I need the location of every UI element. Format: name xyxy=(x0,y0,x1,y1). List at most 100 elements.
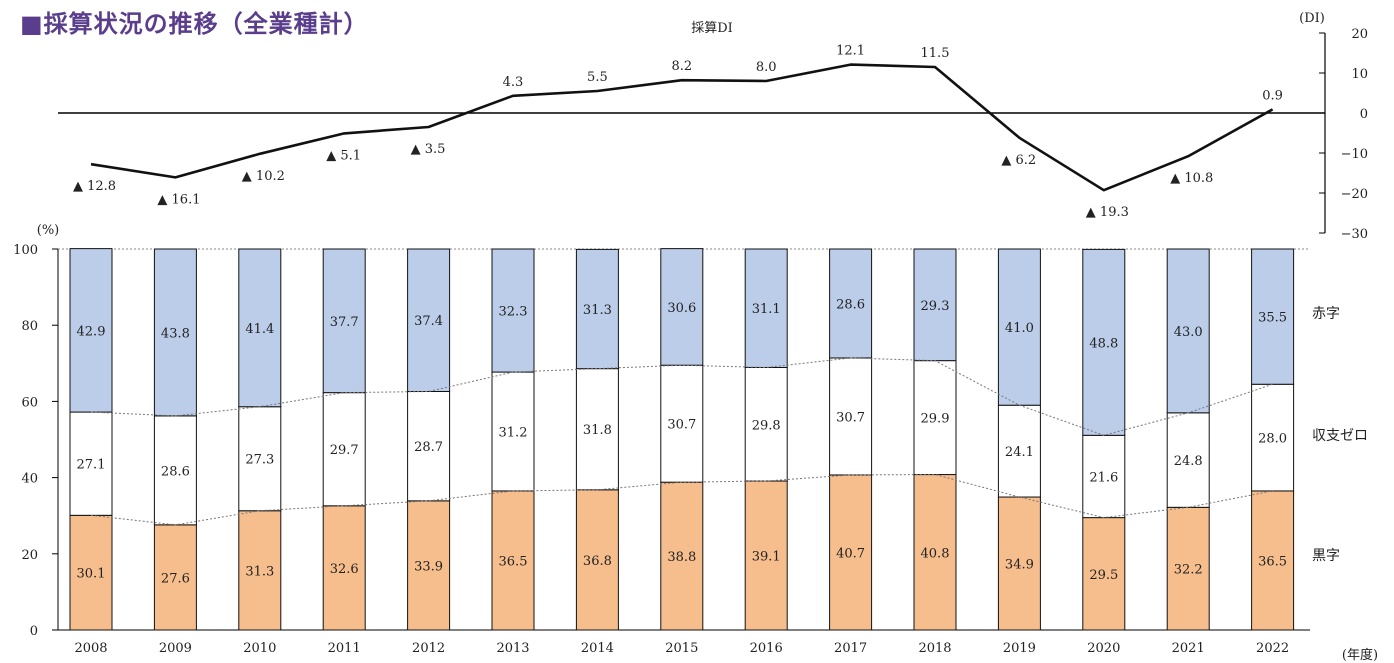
bar-segment xyxy=(322,505,366,631)
bar-value-label: 43.0 xyxy=(1174,325,1203,340)
bar-value-label: 41.4 xyxy=(245,322,274,337)
bar-connector-line xyxy=(90,357,1273,436)
bar-y-tick-label: 60 xyxy=(21,395,38,410)
bar-value-label: 31.2 xyxy=(499,425,528,440)
di-axis-unit: (DI) xyxy=(1299,11,1325,26)
bar-category-label: 2011 xyxy=(328,641,361,656)
bar-value-label: 24.8 xyxy=(1174,454,1203,469)
bar-segment xyxy=(913,360,957,476)
bar-value-label: 24.1 xyxy=(1005,445,1034,460)
bar-category-label: 2017 xyxy=(834,641,867,656)
bar-value-label: 41.0 xyxy=(1005,321,1034,336)
bar-category-label: 2012 xyxy=(412,641,445,656)
bar-segment xyxy=(1166,506,1210,631)
bar-segment xyxy=(322,248,366,394)
di-point-label: 8.0 xyxy=(756,60,777,75)
bar-value-label: 37.4 xyxy=(414,314,443,329)
bar-segment xyxy=(1251,490,1295,631)
di-y-tick-label: 0 xyxy=(1360,107,1368,122)
page-title: ■採算状況の推移（全業種計） xyxy=(20,10,369,38)
bar-segment xyxy=(407,248,451,392)
di-line-chart: 採算DI (DI) 20 10 0 −10 −20 −30 ▲ 12.8 ▲ 16.1 ▲ 10… xyxy=(58,11,1368,242)
bar-segment xyxy=(153,524,197,631)
di-point-label: 5.5 xyxy=(587,70,608,85)
di-point-label: 8.2 xyxy=(671,59,692,74)
bar-connector-line xyxy=(90,474,1273,526)
di-point-label: ▲ 10.2 xyxy=(242,169,285,184)
di-point-label: ▲ 6.2 xyxy=(1001,153,1036,168)
bar-segment xyxy=(1166,412,1210,508)
di-y-tick-label: 10 xyxy=(1351,67,1368,82)
bar-segment xyxy=(997,248,1041,406)
bar-segment xyxy=(153,415,197,526)
bar-segment xyxy=(1082,434,1126,519)
bar-segment xyxy=(1082,248,1126,436)
bar-value-label: 36.8 xyxy=(583,554,612,569)
bar-category-label: 2014 xyxy=(581,641,614,656)
legend-label: 赤字 xyxy=(1312,306,1340,322)
bar-segment xyxy=(829,357,873,476)
bar-x-axis-unit: (年度) xyxy=(1342,647,1378,663)
bar-segment xyxy=(575,368,619,491)
bar-value-label: 34.9 xyxy=(1005,558,1034,573)
bar-value-label: 29.3 xyxy=(921,299,950,314)
bar-category-label: 2015 xyxy=(665,641,698,656)
bar-segment xyxy=(491,490,535,631)
bar-value-label: 42.9 xyxy=(77,324,106,339)
legend-label: 収支ゼロ xyxy=(1312,428,1368,444)
bar-value-label: 30.1 xyxy=(77,567,106,582)
bar-value-label: 31.1 xyxy=(752,302,781,317)
bar-value-label: 35.5 xyxy=(1258,311,1287,326)
bar-value-label: 32.6 xyxy=(330,562,359,577)
bar-value-label: 31.3 xyxy=(245,564,274,579)
di-point-label: 0.9 xyxy=(1262,88,1283,103)
bar-segment xyxy=(744,366,788,482)
di-point-label: ▲ 12.8 xyxy=(73,179,116,194)
bar-value-label: 31.8 xyxy=(583,423,612,438)
bar-segment xyxy=(660,364,704,483)
bar-value-label: 28.6 xyxy=(836,297,865,312)
bar-segment xyxy=(1082,517,1126,631)
bar-segment xyxy=(997,404,1041,498)
bar-value-label: 28.7 xyxy=(414,440,443,455)
bar-category-label: 2020 xyxy=(1087,641,1120,656)
di-y-tick-label: −20 xyxy=(1341,187,1368,202)
di-y-tick-label: 20 xyxy=(1351,27,1368,42)
bar-segment xyxy=(491,371,535,492)
di-point-label: ▲ 5.1 xyxy=(326,148,361,163)
di-chart-title: 採算DI xyxy=(691,21,733,36)
bar-category-label: 2021 xyxy=(1172,641,1205,656)
bar-value-label: 36.5 xyxy=(499,554,528,569)
bar-value-label: 28.6 xyxy=(161,464,190,479)
bar-value-label: 27.6 xyxy=(161,571,190,586)
bar-segment xyxy=(829,474,873,631)
bar-category-label: 2010 xyxy=(243,641,276,656)
bar-segment xyxy=(407,390,451,502)
di-point-label: 11.5 xyxy=(921,46,950,61)
legend-label: 黒字 xyxy=(1312,548,1340,564)
bar-segment xyxy=(238,248,282,408)
bar-segment xyxy=(660,481,704,631)
bar-value-label: 31.3 xyxy=(583,303,612,318)
bar-value-label: 28.0 xyxy=(1258,432,1287,447)
bar-segment xyxy=(997,496,1041,631)
bar-segment xyxy=(407,500,451,631)
bar-value-label: 36.5 xyxy=(1258,554,1287,569)
bar-category-label: 2016 xyxy=(750,641,783,656)
bar-segment xyxy=(660,248,704,366)
bar-y-tick-label: 100 xyxy=(13,243,38,258)
bar-segment xyxy=(744,248,788,368)
bar-value-label: 30.7 xyxy=(667,418,696,433)
di-point-label: ▲ 19.3 xyxy=(1086,205,1129,220)
bar-value-label: 29.5 xyxy=(1089,568,1118,583)
bar-segment xyxy=(575,489,619,631)
bar-value-label: 33.9 xyxy=(414,559,443,574)
bar-category-label: 2013 xyxy=(496,641,529,656)
bar-y-axis-unit: (%) xyxy=(37,223,60,238)
bar-segment xyxy=(744,480,788,631)
bar-value-label: 29.9 xyxy=(921,412,950,427)
bar-segment xyxy=(491,248,535,373)
bar-value-label: 38.8 xyxy=(667,550,696,565)
di-point-label: 12.1 xyxy=(836,44,865,59)
bar-segment xyxy=(913,248,957,362)
